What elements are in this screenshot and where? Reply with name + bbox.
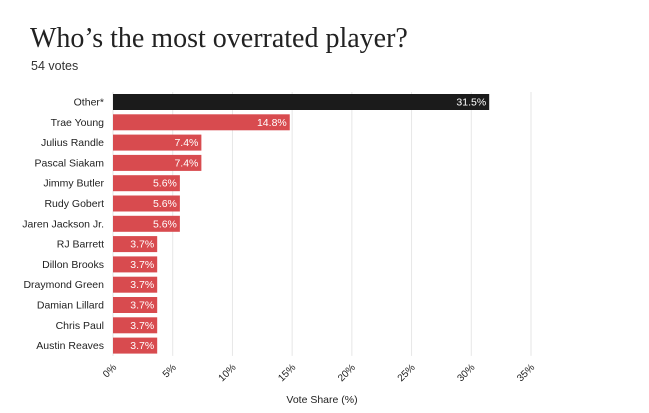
category-label: Rudy Gobert xyxy=(44,198,104,210)
bar xyxy=(113,297,158,313)
bar xyxy=(113,256,158,273)
value-label: 14.8% xyxy=(257,117,287,129)
x-tick-label: 10% xyxy=(217,362,239,384)
category-label: Damian Lillard xyxy=(37,300,104,312)
category-label: RJ Barrett xyxy=(57,239,104,251)
bar xyxy=(113,215,180,232)
bar xyxy=(113,276,158,293)
x-tick-label: 5% xyxy=(161,362,179,380)
category-label: Dillon Brooks xyxy=(42,259,104,271)
x-tick-label: 25% xyxy=(396,362,418,384)
value-label: 3.7% xyxy=(130,340,154,352)
bar xyxy=(113,134,202,151)
bar xyxy=(113,175,180,192)
value-label: 3.7% xyxy=(130,320,154,332)
value-label: 3.7% xyxy=(130,300,154,312)
bar xyxy=(113,236,158,253)
value-labels: 31.5% 14.8% 7.4% 7.4% 5.6% 5.6% 5.6% 3.7% 3.7% 3.… xyxy=(130,97,486,353)
bar xyxy=(113,317,158,334)
category-label: Austin Reaves xyxy=(36,340,104,352)
x-axis-title: Vote Share (%) xyxy=(286,394,357,406)
category-label: Other* xyxy=(74,97,104,109)
category-label: Jaren Jackson Jr. xyxy=(22,218,104,230)
bar xyxy=(113,94,490,110)
value-label: 7.4% xyxy=(174,157,198,169)
category-label: Jimmy Butler xyxy=(43,178,104,190)
value-label: 3.7% xyxy=(130,239,154,251)
x-axis-tick-labels: 0% 5% 10% 15% 20% 25% 30% 35% xyxy=(101,362,537,384)
x-tick-label: 30% xyxy=(455,362,477,384)
value-label: 31.5% xyxy=(456,97,486,109)
chart-subtitle: 54 votes xyxy=(31,59,79,73)
value-label: 3.7% xyxy=(130,279,154,291)
x-tick-label: 15% xyxy=(276,362,298,384)
bars xyxy=(113,94,490,354)
category-label: Pascal Siakam xyxy=(35,157,105,169)
x-tick-label: 20% xyxy=(336,362,358,384)
value-label: 5.6% xyxy=(153,178,177,190)
value-label: 5.6% xyxy=(153,198,177,210)
value-label: 3.7% xyxy=(130,259,154,271)
category-labels: Other* Trae Young Julius Randle Pascal Siak… xyxy=(22,97,104,353)
category-label: Chris Paul xyxy=(56,320,104,332)
chart-title: Who’s the most overrated player? xyxy=(30,23,408,54)
x-tick-label: 35% xyxy=(515,362,537,384)
x-tick-label: 0% xyxy=(101,362,119,380)
bar xyxy=(113,114,290,131)
bar xyxy=(113,337,158,354)
category-label: Trae Young xyxy=(51,117,104,129)
bar xyxy=(113,195,180,212)
category-label: Julius Randle xyxy=(41,137,104,149)
value-label: 5.6% xyxy=(153,218,177,230)
value-label: 7.4% xyxy=(174,137,198,149)
category-label: Draymond Green xyxy=(23,279,104,291)
bar xyxy=(113,154,202,171)
